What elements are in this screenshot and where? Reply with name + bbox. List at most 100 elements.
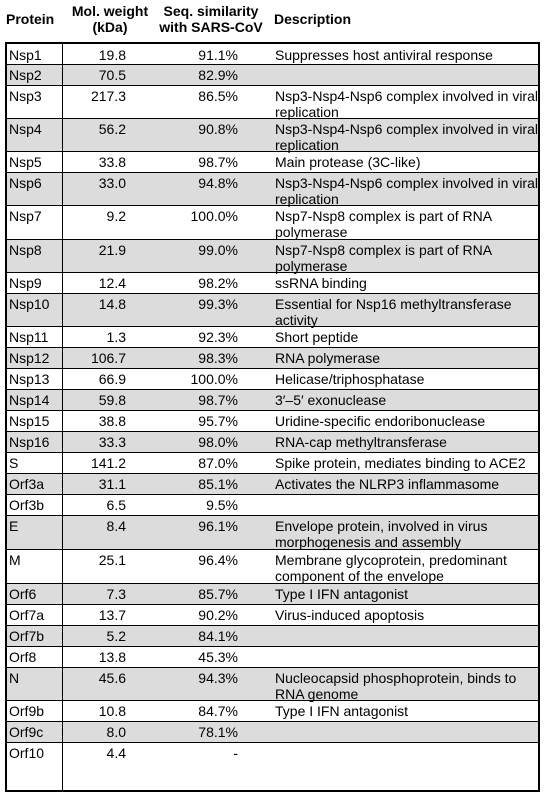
cell-similarity: 98.7% [198,392,238,408]
table-row: Orf7a 13.7 90.2% Virus-induced apoptosis [7,604,538,625]
cell-description: Virus-induced apoptosis [275,607,425,623]
header-protein: Protein [6,11,55,27]
cell-weight: 66.9 [98,371,126,387]
cell-similarity: 94.8% [198,175,238,191]
cell-similarity: 100.0% [190,208,238,224]
header-similarity-line2: with SARS-CoV [159,19,263,35]
cell-protein: Orf9b [9,703,45,719]
cell-weight: 33.8 [98,154,126,170]
cell-similarity: 92.3% [198,329,238,345]
cell-weight: 13.8 [98,649,126,665]
cell-similarity: 84.1% [198,628,238,644]
table-row: S 141.2 87.0% Spike protein, mediates bindi… [7,452,538,473]
cell-protein: M [9,552,21,568]
cell-weight: 33.3 [98,434,126,450]
header-similarity: Seq. similarity with SARS-CoV [156,3,266,35]
cell-protein: Nsp4 [9,121,42,137]
cell-protein: Nsp15 [9,413,50,429]
cell-weight: 4.4 [106,745,126,761]
table-row: Nsp13 66.9 100.0% Helicase/triphosphatase [7,368,538,389]
table-row: Orf8 13.8 45.3% [7,646,538,667]
cell-protein: Orf7b [9,628,45,644]
table-row: Nsp15 38.8 95.7% Uridine-specific endoribon… [7,410,538,431]
cell-description: ssRNA binding [275,275,367,291]
table-row: Nsp8 21.9 99.0% Nsp7-Nsp8 complex is part o… [7,239,538,274]
cell-similarity: 91.1% [198,47,238,63]
column-divider [62,44,63,790]
cell-protein: Nsp12 [9,350,50,366]
cell-weight: 141.2 [90,455,126,471]
cell-description: Type I IFN antagonist [275,703,409,719]
cell-description: Main protease (3C-like) [275,154,421,170]
cell-similarity: 96.1% [198,518,238,534]
cell-weight: 5.2 [106,628,126,644]
cell-protein: Nsp5 [9,154,42,170]
table-row: Nsp14 59.8 98.7% 3′–5′ exonuclease [7,389,538,410]
cell-similarity: 99.0% [198,242,238,258]
cell-description: Envelope protein, involved in virus morp… [275,518,488,550]
cell-similarity: 96.4% [198,552,238,568]
cell-description: Membrane glycoprotein, predominant compo… [275,552,507,584]
cell-protein: Orf6 [9,586,37,602]
cell-description: 3′–5′ exonuclease [275,392,387,408]
cell-similarity: 78.1% [198,724,238,740]
cell-similarity: 85.7% [198,586,238,602]
table-row: Nsp1 19.8 91.1% Suppresses host antiviral r… [7,44,538,64]
protein-table: Orf10 4.4 - Orf9c 8.0 78.1% Orf9b 10.8 84.7% Type… [5,42,540,792]
cell-weight: 1.3 [106,329,126,345]
cell-protein: Nsp14 [9,392,50,408]
cell-weight: 14.8 [98,296,126,312]
header-weight: Mol. weight (kDa) [64,3,156,35]
header-description: Description [274,11,352,27]
cell-protein: Nsp1 [9,47,42,63]
cell-weight: 106.7 [90,350,126,366]
cell-description: Activates the NLRP3 inflammasome [275,476,500,492]
cell-description: Nsp3-Nsp4-Nsp6 complex involved in viral… [275,121,538,153]
cell-protein: Nsp10 [9,296,50,312]
cell-weight: 70.5 [98,67,126,83]
table-row: M 25.1 96.4% Membrane glycoprotein, predomi… [7,549,538,584]
cell-weight: 45.6 [98,670,126,686]
cell-description: Helicase/triphosphatase [275,371,425,387]
cell-similarity: 84.7% [198,703,238,719]
cell-protein: Nsp11 [9,329,49,345]
cell-description: Uridine-specific endoribonuclease [275,413,486,429]
cell-protein: Nsp7 [9,208,42,224]
header-weight-line1: Mol. weight [71,3,149,19]
cell-description: Type I IFN antagonist [275,586,409,602]
cell-weight: 31.1 [98,476,126,492]
cell-similarity: 98.3% [198,350,238,366]
table-row: Nsp16 33.3 98.0% RNA-cap methyltransferase [7,431,538,452]
cell-protein: Orf3b [9,497,45,513]
cell-protein: E [9,518,19,534]
cell-similarity: 98.7% [198,154,238,170]
table-row: Nsp7 9.2 100.0% Nsp7-Nsp8 complex is part o… [7,205,538,240]
cell-weight: 56.2 [98,121,126,137]
cell-similarity: 100.0% [190,371,238,387]
cell-description: Nsp7-Nsp8 complex is part of RNA polymer… [275,242,492,274]
cell-similarity: 95.7% [198,413,238,429]
cell-protein: Orf10 [9,745,45,761]
cell-similarity: 94.3% [198,670,238,686]
cell-similarity: 90.8% [198,121,238,137]
table-row: Nsp11 1.3 92.3% Short peptide [7,326,538,347]
cell-description: Short peptide [275,329,359,345]
table-row: Orf10 4.4 - [7,742,538,763]
cell-protein: Nsp16 [9,434,50,450]
cell-description: RNA polymerase [275,350,381,366]
table-row: Orf6 7.3 85.7% Type I IFN antagonist [7,583,538,604]
cell-weight: 9.2 [106,208,126,224]
table-row: N 45.6 94.3% Nucleocapsid phosphoprotein, b… [7,667,538,702]
cell-weight: 12.4 [98,275,126,291]
table-row: Nsp10 14.8 99.3% Essential for Nsp16 methyl… [7,293,538,328]
cell-weight: 38.8 [98,413,126,429]
table-row: Nsp3 217.3 86.5% Nsp3-Nsp4-Nsp6 complex inv… [7,85,538,120]
cell-protein: N [9,670,20,686]
cell-weight: 33.0 [98,175,126,191]
cell-description: Nsp7-Nsp8 complex is part of RNA polymer… [275,208,492,240]
table-row: Nsp2 70.5 82.9% [7,64,538,85]
cell-description: Spike protein, mediates binding to ACE2 [275,455,526,471]
cell-protein: Orf7a [9,607,45,623]
cell-protein: Orf8 [9,649,37,665]
cell-protein: Nsp9 [9,275,42,291]
